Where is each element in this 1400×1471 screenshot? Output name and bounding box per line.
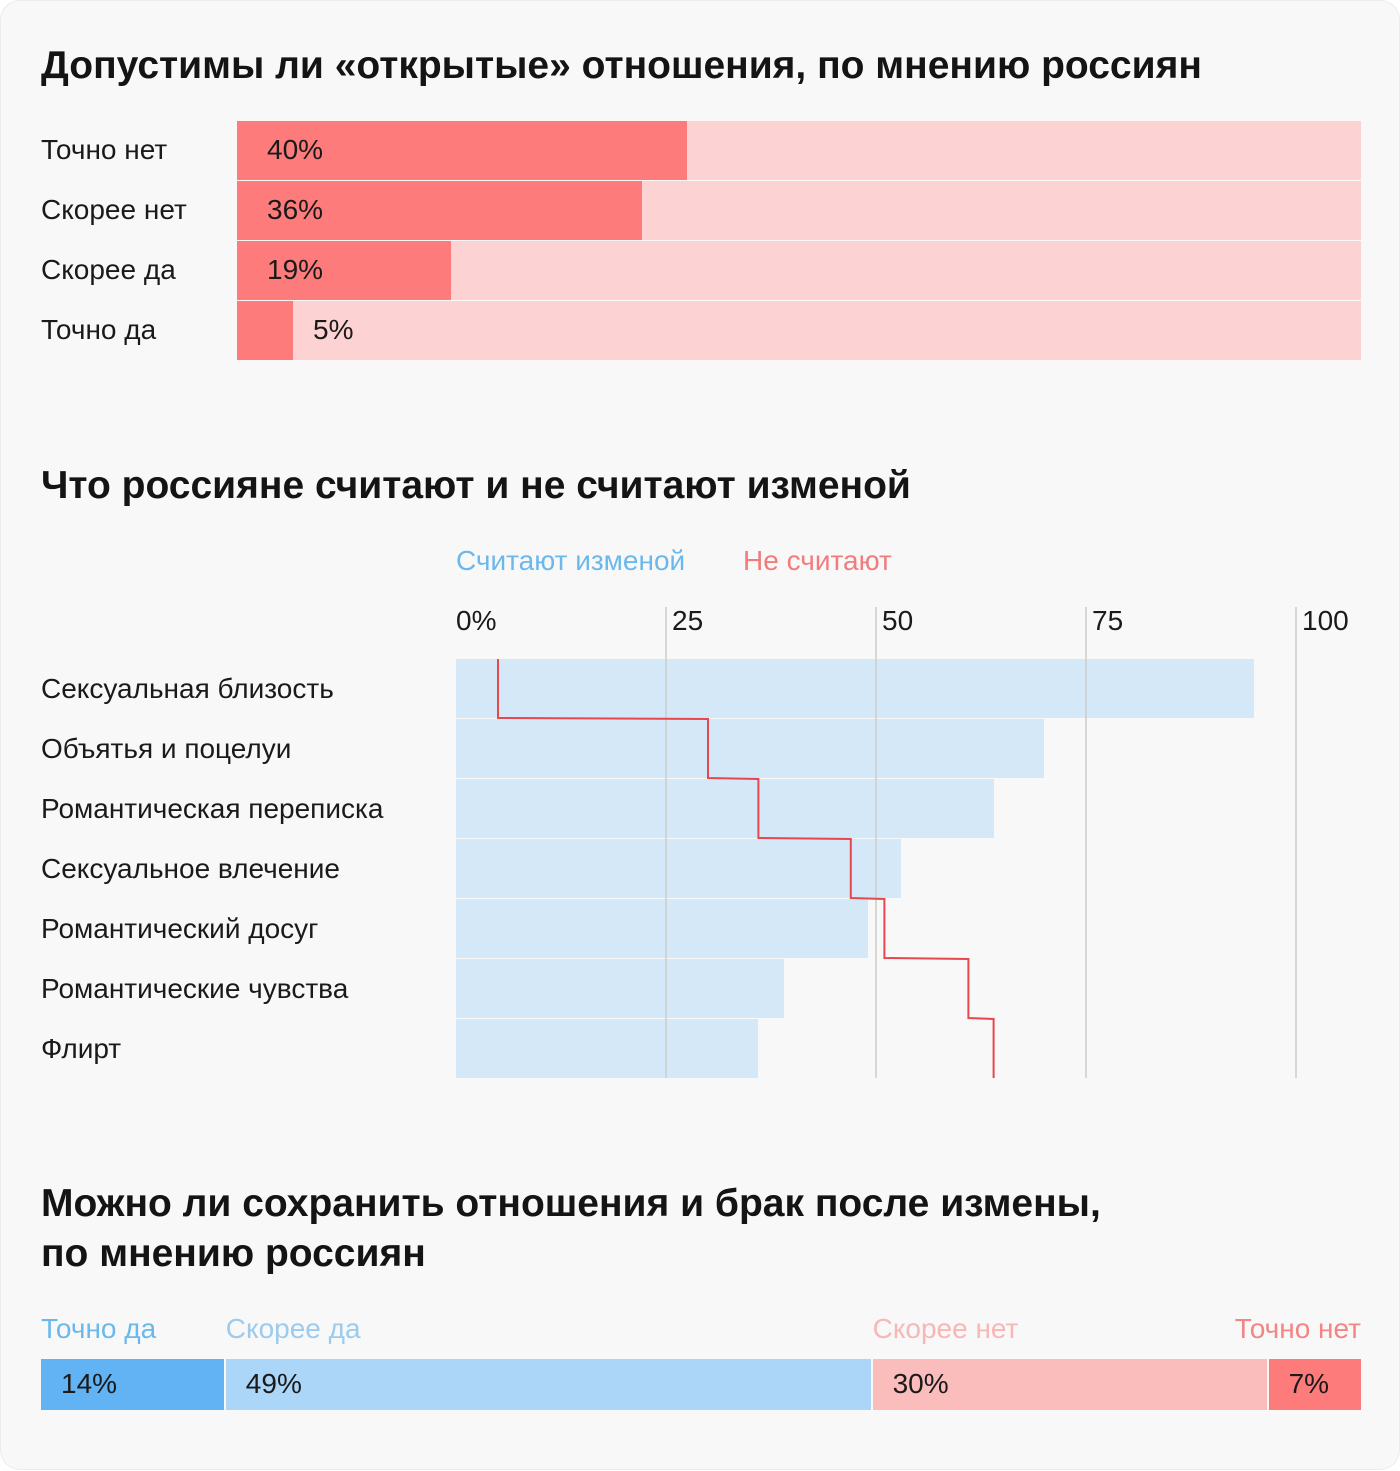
chart1-bar-track bbox=[237, 301, 1361, 360]
chart1-bar-fill bbox=[237, 181, 642, 240]
chart3-value-label: 14% bbox=[61, 1368, 118, 1399]
chart3-value-label: 49% bbox=[245, 1368, 302, 1399]
chart2-bar-cheating bbox=[456, 779, 994, 838]
chart2-legend-not-cheating: Не считают bbox=[743, 545, 892, 576]
chart2-bar-cheating bbox=[456, 719, 1044, 778]
chart2-bar-cheating bbox=[456, 959, 784, 1018]
chart2-bar-cheating bbox=[456, 839, 902, 898]
chart1-category-label: Скорее нет bbox=[41, 194, 187, 225]
chart1-category-label: Точно нет bbox=[41, 134, 168, 165]
chart3-segment bbox=[1268, 1359, 1361, 1410]
chart2-tick-label: 50 bbox=[882, 605, 914, 636]
chart2-category-label: Романтические чувства bbox=[41, 973, 349, 1004]
chart1-category-label: Скорее да bbox=[41, 254, 176, 285]
chart3-legend-label: Точно нет bbox=[1234, 1313, 1361, 1344]
chart3-legend-label: Точно да bbox=[41, 1313, 157, 1344]
chart2-title: Что россияне считают и не считают измено… bbox=[41, 464, 911, 507]
chart2-tick-label: 25 bbox=[672, 605, 704, 636]
chart3-legend-label: Скорее нет bbox=[872, 1313, 1019, 1344]
chart2-tick-label: 0% bbox=[456, 605, 497, 636]
chart3-value-label: 30% bbox=[892, 1368, 949, 1399]
chart1-value-label: 36% bbox=[267, 194, 324, 225]
chart3-segment bbox=[41, 1359, 224, 1410]
chart2-category-label: Сексуальная близость bbox=[41, 673, 334, 704]
chart2-category-label: Флирт bbox=[41, 1033, 122, 1064]
chart2-category-label: Романтический досуг bbox=[41, 913, 319, 944]
chart2-not-cheating-line bbox=[497, 659, 995, 1078]
chart3-title: Можно ли сохранить отношения и брак посл… bbox=[41, 1182, 1101, 1275]
chart1-title: Допустимы ли «открытые» отношения, по мн… bbox=[41, 44, 1202, 87]
chart2-legend-cheating: Считают изменой bbox=[456, 545, 686, 576]
chart1-value-label: 5% bbox=[313, 314, 354, 345]
chart2-category-label: Объятья и поцелуи bbox=[41, 733, 292, 764]
chart2-tick-label: 75 bbox=[1092, 605, 1124, 636]
chart2-tick-label: 100 bbox=[1302, 605, 1349, 636]
chart1-value-label: 40% bbox=[267, 134, 324, 165]
chart2-bar-cheating bbox=[456, 659, 1254, 718]
chart1-bar-fill bbox=[237, 241, 451, 300]
chart2-bar-cheating bbox=[456, 899, 868, 958]
chart2-bar-cheating bbox=[456, 1019, 759, 1078]
chart1-bar-fill bbox=[237, 301, 293, 360]
chart2-category-label: Романтическая переписка bbox=[41, 793, 384, 824]
chart3-segment bbox=[225, 1359, 871, 1410]
chart1-category-label: Точно да bbox=[41, 314, 157, 345]
chart1-bar-fill bbox=[237, 121, 687, 180]
chart1-value-label: 19% bbox=[267, 254, 324, 285]
chart3-legend-label: Скорее да bbox=[225, 1313, 361, 1344]
chart3-value-label: 7% bbox=[1288, 1368, 1330, 1399]
chart2-category-label: Сексуальное влечение bbox=[41, 853, 340, 884]
chart3-segment bbox=[872, 1359, 1267, 1410]
